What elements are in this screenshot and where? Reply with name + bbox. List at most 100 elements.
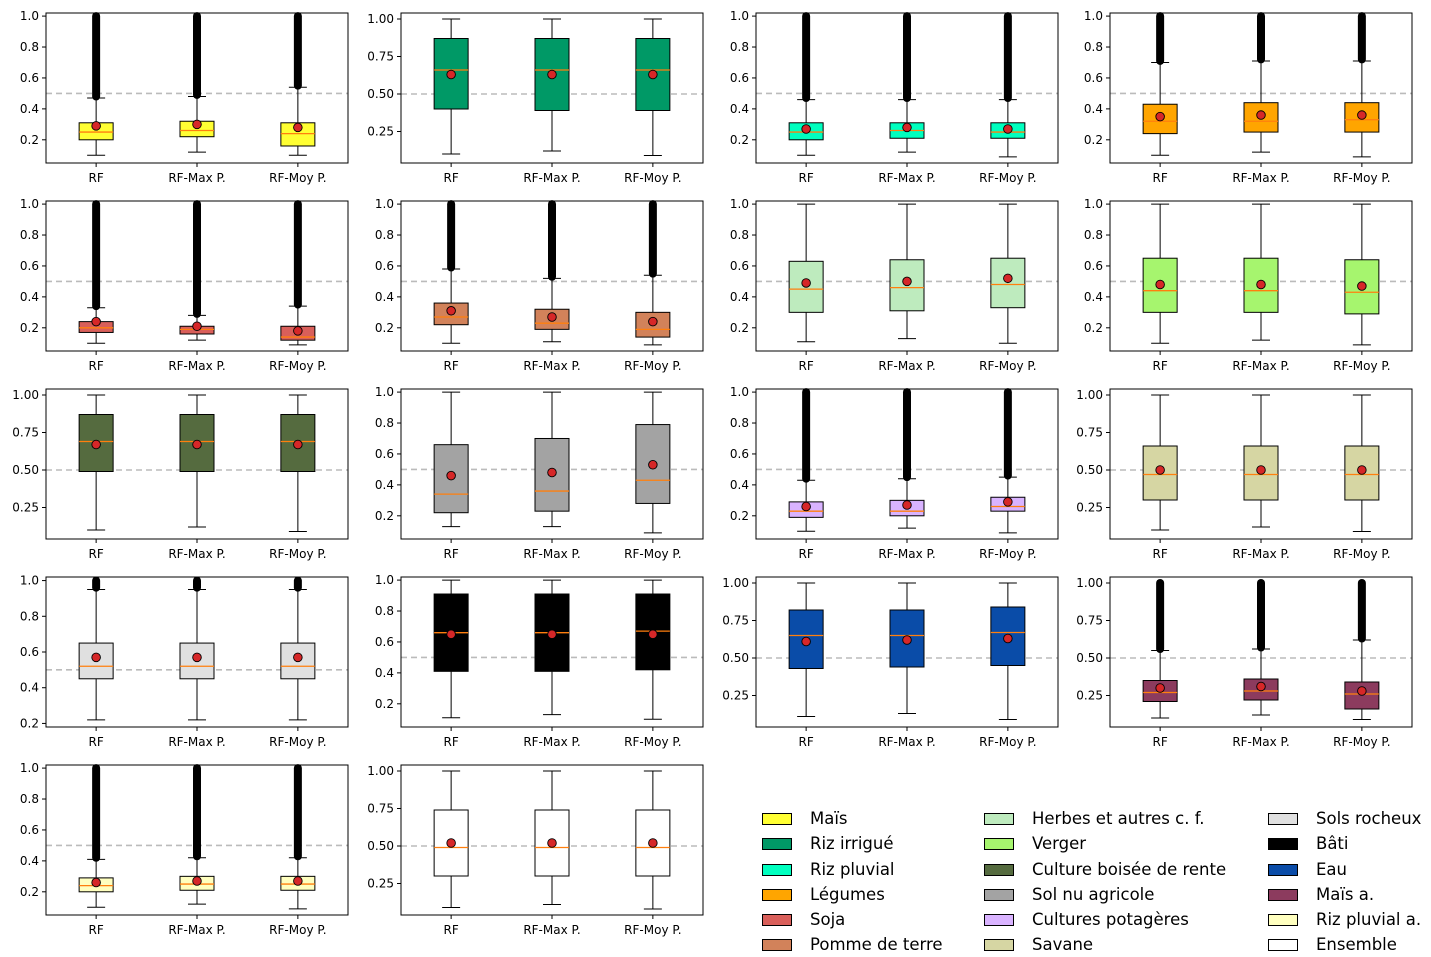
box <box>1344 12 1380 158</box>
y-tick-label: 0.8 <box>20 40 39 54</box>
x-tick-label: RF <box>444 171 459 185</box>
mean-marker <box>547 467 557 478</box>
y-tick-label: 0.8 <box>730 416 749 430</box>
y-tick-label: 0.4 <box>1084 290 1103 304</box>
boxplot-panel: 0.2 0.4 0.6 0.8 1.0 RF RF-Max P. RF-Moy P. <box>20 197 349 373</box>
legend-swatch <box>1268 889 1298 901</box>
x-tick-label: RF-Max P. <box>168 735 225 749</box>
mean-marker <box>1155 279 1165 290</box>
legend-label: Savane <box>1032 935 1094 954</box>
boxplot-panel: 0.2 0.4 0.6 0.8 1.0 RF RF-Max P. RF-Moy P. <box>20 761 349 937</box>
x-tick-label: RF <box>1153 171 1168 185</box>
y-tick-label: 0.50 <box>1076 463 1103 477</box>
x-tick-label: RF-Max P. <box>523 547 580 561</box>
y-tick-label: 0.2 <box>730 133 749 147</box>
legend-label: Verger <box>1032 834 1087 853</box>
boxplot-panel: 0.25 0.50 0.75 1.00 RF RF-Max P. RF-Moy P. <box>367 12 704 185</box>
mean-marker <box>648 316 658 327</box>
mean-marker <box>1003 633 1013 644</box>
legend-label: Culture boisée de rente <box>1032 860 1227 879</box>
x-tick-label: RF <box>799 735 814 749</box>
mean-marker <box>1003 497 1013 507</box>
boxplot-panel: 0.2 0.4 0.6 0.8 1.0 RF RF-Max P. RF-Moy P. <box>20 9 349 185</box>
box <box>788 388 824 532</box>
x-tick-label: RF <box>444 547 459 561</box>
legend-label: Maïs <box>810 809 848 828</box>
y-tick-label: 0.25 <box>367 125 394 139</box>
x-tick-label: RF-Max P. <box>168 547 225 561</box>
y-tick-label: 1.0 <box>1084 9 1103 23</box>
iqr-box <box>990 257 1026 309</box>
mean-marker <box>446 838 456 848</box>
x-tick-label: RF-Moy P. <box>624 923 681 937</box>
mean-marker <box>192 119 202 130</box>
y-tick-label: 0.4 <box>20 854 39 868</box>
mean-marker <box>1155 465 1165 475</box>
x-tick-label: RF-Moy P. <box>269 547 326 561</box>
y-tick-label: 1.0 <box>730 385 749 399</box>
box <box>635 579 671 720</box>
legend-label: Ensemble <box>1316 935 1397 954</box>
y-tick-label: 0.6 <box>20 645 39 659</box>
mean-marker <box>547 838 557 848</box>
y-tick-label: 0.8 <box>730 228 749 242</box>
x-tick-label: RF-Moy P. <box>1333 359 1390 373</box>
y-tick-label: 1.0 <box>375 385 394 399</box>
x-tick-label: RF-Max P. <box>523 735 580 749</box>
y-tick-label: 0.2 <box>375 697 394 711</box>
x-tick-label: RF-Moy P. <box>979 735 1036 749</box>
boxplot-panel: 0.2 0.4 0.6 0.8 1.0 RF RF-Max P. RF-Moy P. <box>375 385 704 561</box>
box <box>534 18 570 152</box>
y-tick-label: 0.2 <box>730 509 749 523</box>
iqr-box <box>1344 102 1380 133</box>
x-tick-label: RF <box>89 359 104 373</box>
mean-marker <box>1357 281 1367 291</box>
boxplot-panel: 0.25 0.50 0.75 1.00 RF RF-Max P. RF-Moy P. <box>722 576 1059 749</box>
box <box>534 770 570 905</box>
mean-marker <box>1256 681 1266 692</box>
legend-swatch <box>1268 838 1298 850</box>
y-tick-label: 0.25 <box>1076 689 1103 703</box>
y-tick-label: 1.0 <box>730 9 749 23</box>
y-tick-label: 0.6 <box>730 71 749 85</box>
y-tick-label: 0.6 <box>375 635 394 649</box>
y-tick-label: 0.2 <box>375 321 394 335</box>
box <box>280 200 316 346</box>
box <box>1344 203 1380 346</box>
y-tick-label: 0.8 <box>1084 40 1103 54</box>
boxplot-panel: 0.2 0.4 0.6 0.8 1.0 RF RF-Max P. RF-Moy P. <box>730 197 1059 373</box>
y-tick-label: 1.00 <box>367 12 394 26</box>
y-tick-label: 1.00 <box>722 576 749 590</box>
legend-label: Sol nu agricole <box>1032 885 1155 904</box>
mean-marker <box>192 439 202 450</box>
x-tick-label: RF-Max P. <box>168 171 225 185</box>
x-tick-label: RF <box>89 171 104 185</box>
y-tick-label: 1.0 <box>375 197 394 211</box>
mean-marker <box>648 460 658 470</box>
x-tick-label: RF-Max P. <box>1232 735 1289 749</box>
y-tick-label: 0.4 <box>730 102 749 116</box>
legend-swatch <box>984 864 1014 876</box>
legend-swatch <box>762 914 792 926</box>
box <box>78 394 114 531</box>
y-tick-label: 0.4 <box>375 666 394 680</box>
mean-marker <box>648 69 658 80</box>
y-tick-label: 0.2 <box>20 716 39 730</box>
legend-label: Maïs a. <box>1316 885 1375 904</box>
legend-swatch <box>762 939 792 951</box>
box <box>889 203 925 340</box>
x-tick-label: RF-Moy P. <box>624 359 681 373</box>
mean-marker <box>1256 279 1266 290</box>
mean-marker <box>91 316 101 327</box>
y-tick-label: 0.50 <box>722 651 749 665</box>
mean-marker <box>446 629 456 639</box>
y-tick-label: 0.4 <box>1084 102 1103 116</box>
mean-marker <box>91 652 101 663</box>
legend-swatch <box>1268 914 1298 926</box>
legend-swatch <box>984 939 1014 951</box>
x-tick-label: RF-Max P. <box>878 547 935 561</box>
x-tick-label: RF-Moy P. <box>1333 171 1390 185</box>
legend-swatch <box>1268 939 1298 951</box>
y-tick-label: 0.2 <box>20 321 39 335</box>
y-tick-label: 0.25 <box>722 689 749 703</box>
